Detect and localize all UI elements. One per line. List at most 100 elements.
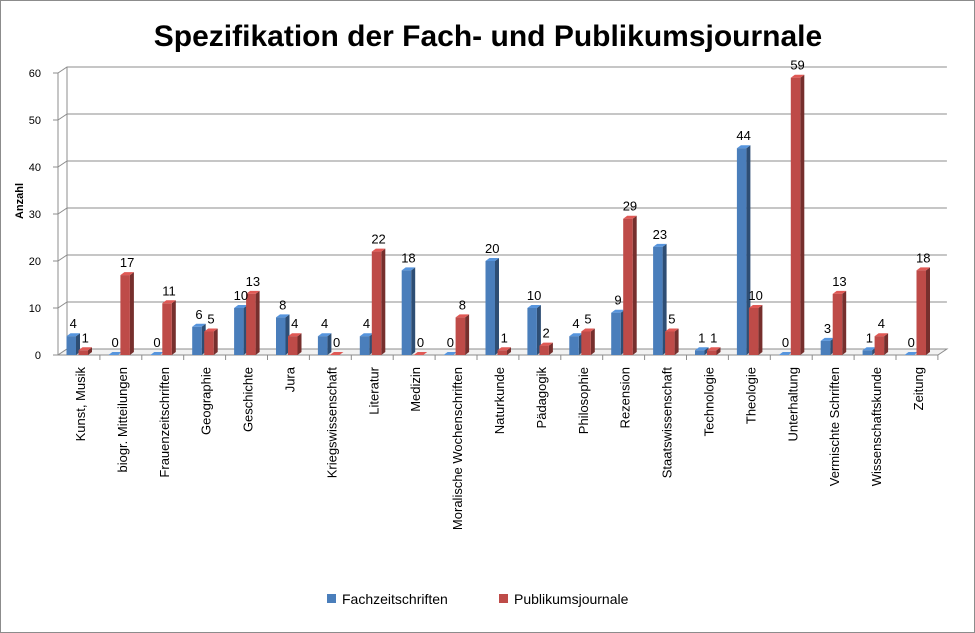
grid-line [57,160,947,168]
bar-top [192,323,206,327]
bar-top [317,333,332,337]
bar-top [78,347,92,351]
bar-top [66,333,80,337]
data-label: 5 [584,312,591,327]
bar-top [401,267,416,271]
bar-top [581,328,595,332]
bar-side [632,215,637,355]
data-label: 4 [363,316,370,331]
bar-publikum [748,305,763,355]
data-label: 1 [866,330,873,345]
bar-fach [317,333,332,355]
bar-fach [695,347,709,355]
legend-item: Publikumsjournale [499,591,629,607]
bar-side [758,305,763,355]
data-label: 0 [417,335,424,350]
bar-front [611,312,621,355]
category-label: Moralische Wochenschriften [450,367,465,530]
bar-front [748,308,759,355]
bar-side [716,347,721,355]
bar-publikum [455,314,470,355]
bar-top [276,314,290,318]
bar-front [66,336,76,355]
bar-side [411,267,416,355]
bar-publikum [78,347,92,355]
bar-fach [66,333,80,355]
data-label: 5 [207,312,214,327]
category-label: Kunst, Musik [73,367,88,442]
bar-fach [108,352,122,355]
bar-top [569,333,583,337]
bar-top [611,309,625,313]
data-label: 4 [70,316,77,331]
bar-front [916,270,926,355]
bar-front [790,77,801,355]
bar-fach [527,305,541,355]
grid-line [57,207,947,215]
bar-side [76,333,80,355]
bar-fach [359,333,374,355]
legend-swatch [327,594,336,603]
bar-publikum [623,215,637,355]
category-label: Frauenzeitschriften [157,367,172,478]
category-label: Zeitung [911,367,926,410]
bar-publikum [832,290,847,355]
bar-top [413,352,428,355]
bar-top [862,347,877,351]
bar-top [329,352,344,355]
bar-front [455,317,466,355]
data-label: 9 [614,293,621,308]
y-tick-label: 30 [29,209,41,221]
bar-top [665,328,679,332]
chart-walls [56,67,949,356]
bar-publikum [874,333,889,355]
y-axis-label: Anzahl [14,183,26,219]
bar-front [874,336,885,355]
bar-fach [778,352,793,355]
bar-publikum [246,290,260,355]
bar-side [465,314,470,355]
bar-front [317,336,328,355]
bar-front [162,303,172,355]
data-label: 6 [195,307,202,322]
bar-side [536,305,541,355]
data-label: 18 [916,250,930,265]
bar-fach [150,352,164,355]
data-label: 1 [698,330,705,345]
category-label: Vermischte Schriften [827,367,842,486]
data-label: 10 [234,288,248,303]
bar-top [485,258,499,261]
bar-side [746,145,751,355]
bar-front [234,308,244,355]
data-label: 4 [321,316,328,331]
data-label: 3 [824,321,831,336]
category-label: Kriegswissenschaft [324,367,339,479]
bar-side [926,267,930,355]
bar-front [276,317,286,355]
bar-top [790,74,805,78]
data-label: 0 [153,335,160,350]
bar-fach [820,337,835,355]
y-tick-label: 60 [29,68,41,80]
bar-top [832,290,847,294]
bar-front [288,336,298,355]
bar-side [704,347,709,355]
legend-item: Fachzeitschriften [327,591,448,607]
bar-publikum [120,272,134,355]
bar-top [748,305,763,308]
bar-top [653,243,667,247]
data-label: 4 [572,316,579,331]
category-label: Theologie [743,367,758,424]
bar-side [662,243,667,355]
category-label: Jura [283,366,298,392]
chart-title: Spezifikation der Fach- und Publikumsjou… [154,20,822,53]
bar-top [443,352,458,355]
data-label: 44 [736,128,750,143]
category-label: biogr. Mitteilungen [115,367,130,473]
bar-front [707,350,717,355]
bar-top [707,347,721,351]
bar-publikum [916,267,930,355]
data-label: 2 [543,326,550,341]
data-label: 17 [120,255,134,270]
